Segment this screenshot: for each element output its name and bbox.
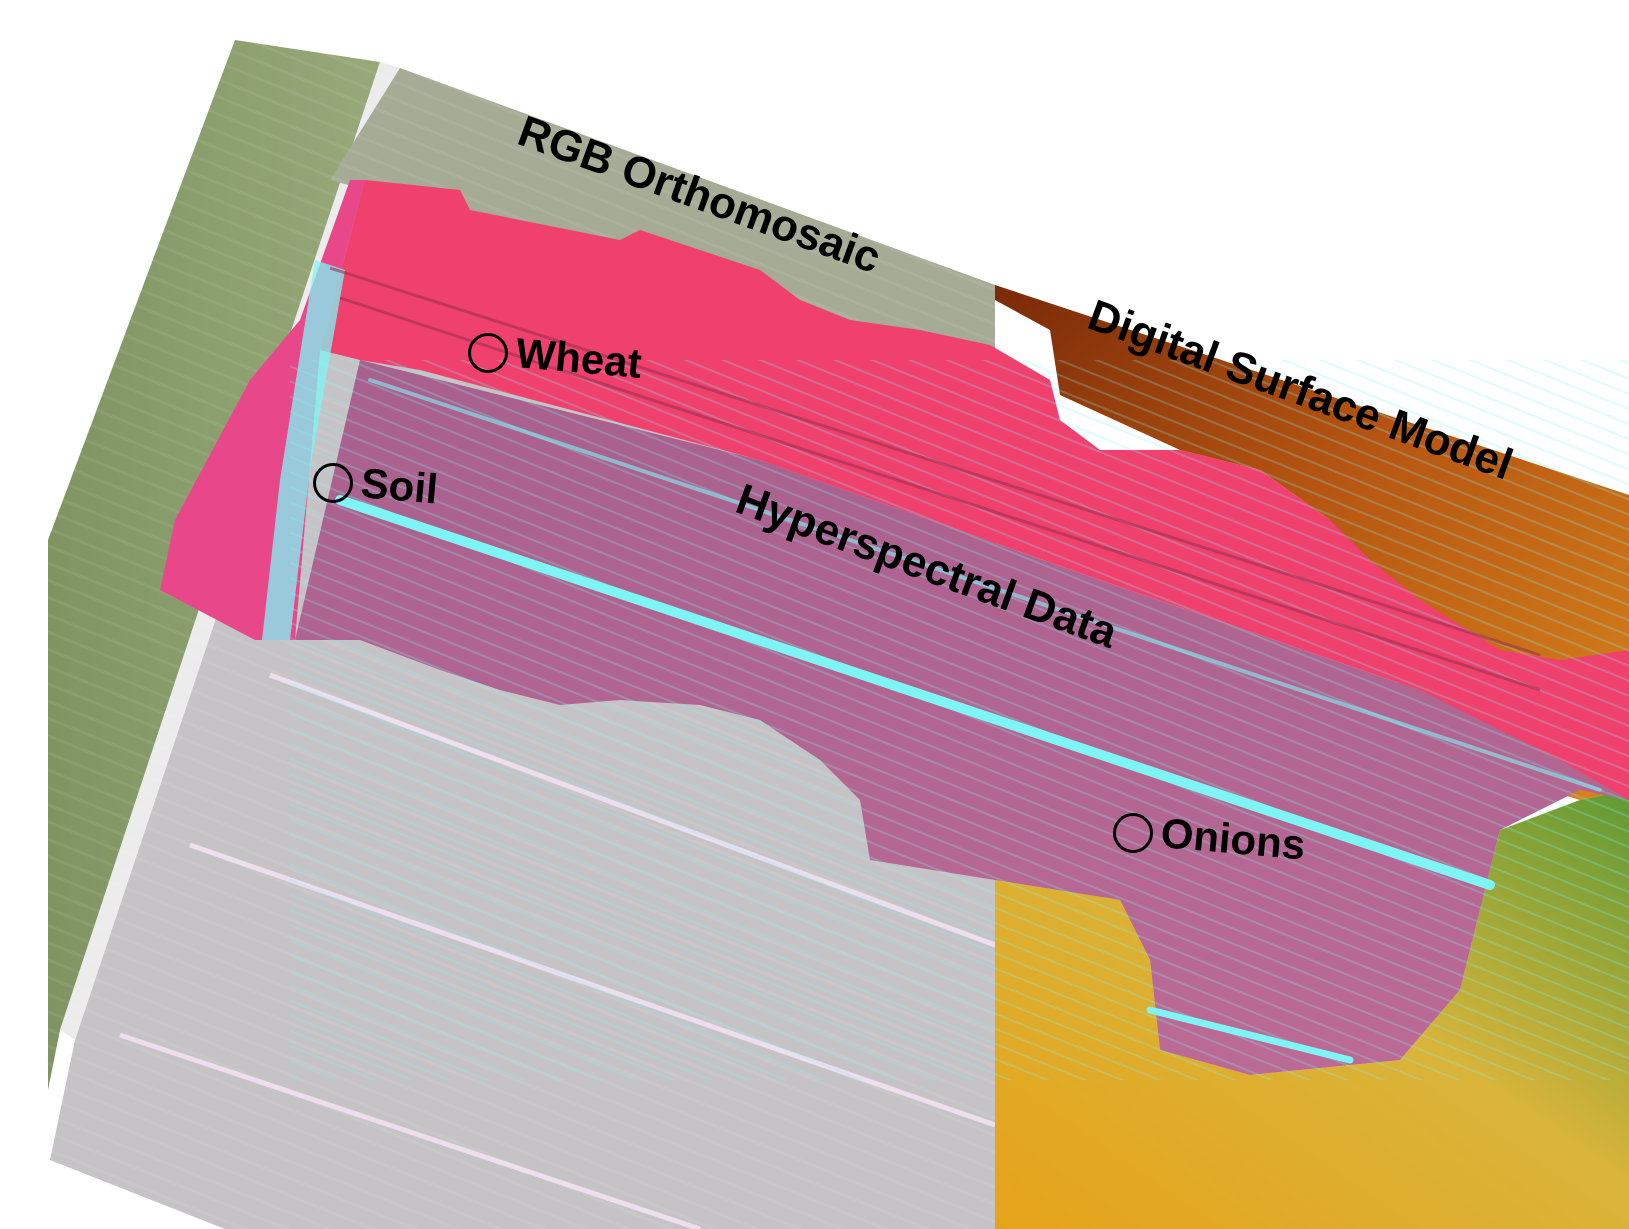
wheat-circle-icon: [468, 333, 508, 373]
marker-soil-label: Soil: [358, 459, 440, 513]
onions-circle-icon: [1113, 813, 1153, 853]
marker-wheat-label: Wheat: [513, 329, 644, 387]
hyperspectral-tramlines: [329, 266, 1541, 692]
marker-soil: Soil: [313, 459, 440, 513]
marker-onions: Onions: [1113, 809, 1307, 869]
marker-wheat: Wheat: [468, 329, 644, 387]
dsm-lower-region: [995, 790, 1629, 1229]
hyperspectral-row-texture: [290, 360, 1629, 1080]
hyperspectral-cyan-lines: [335, 378, 1602, 1064]
soil-circle-icon: [313, 463, 353, 503]
